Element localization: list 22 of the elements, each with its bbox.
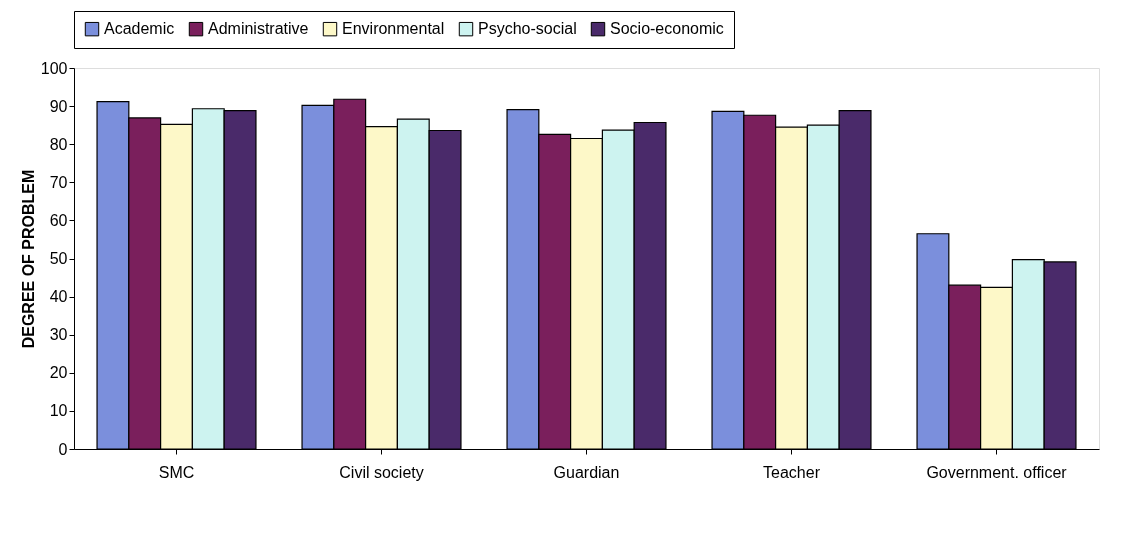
x-tick-label: SMC	[158, 463, 195, 481]
x-tick-label: Civil society	[339, 463, 424, 481]
legend-label: Environmental	[342, 20, 445, 38]
y-tick-label: 20	[49, 364, 68, 382]
x-tick-label: Government. officer	[926, 463, 1068, 481]
legend-label: Psycho-social	[478, 20, 577, 38]
y-tick-label: 60	[49, 211, 68, 229]
legend-label: Academic	[104, 20, 175, 38]
y-tick-label: 80	[49, 135, 68, 153]
y-tick-label: 50	[49, 250, 68, 267]
y-axis-title: DEGREE OF PROBLEM	[19, 169, 37, 349]
y-tick-label: 100	[40, 59, 68, 77]
y-tick-label: 0	[58, 440, 68, 458]
y-tick-label: 10	[49, 402, 68, 420]
y-tick-label: 40	[49, 288, 68, 306]
x-tick-label: Guardian	[553, 463, 620, 481]
y-tick-label: 70	[49, 173, 68, 191]
legend-label: Socio-economic	[610, 20, 724, 38]
legend-label: Administrative	[208, 20, 309, 38]
y-tick-label: 30	[49, 326, 68, 344]
x-tick-label: Teacher	[763, 463, 821, 481]
y-tick-label: 90	[49, 97, 68, 115]
